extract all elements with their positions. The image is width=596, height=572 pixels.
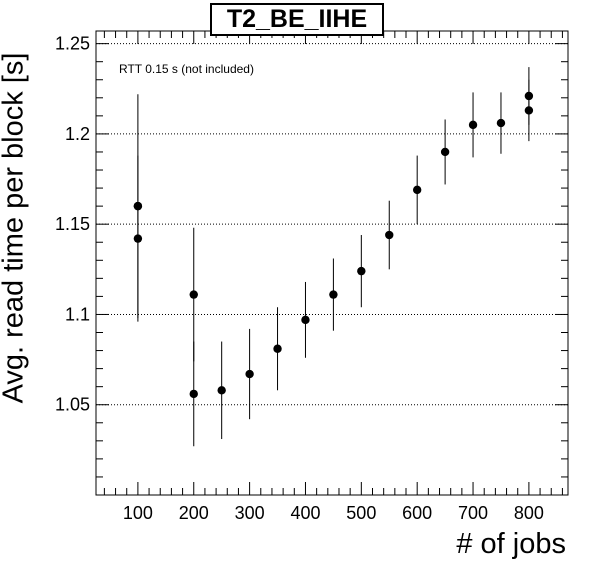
data-point <box>440 147 450 157</box>
x-tick-label: 300 <box>235 503 265 523</box>
y-tick-label: 1.2 <box>65 124 90 144</box>
data-point <box>524 106 534 115</box>
data-point <box>496 118 506 128</box>
data-point <box>273 344 282 353</box>
y-tick-label: 1.1 <box>65 304 90 324</box>
x-tick-label: 700 <box>458 503 488 523</box>
data-point <box>524 91 534 101</box>
y-tick-label: 1.15 <box>55 214 90 234</box>
x-tick-label: 600 <box>402 503 432 523</box>
x-tick-label: 100 <box>123 503 153 523</box>
x-axis-label: # of jobs <box>456 528 566 560</box>
data-point <box>385 230 394 240</box>
x-tick-label: 200 <box>179 503 209 523</box>
data-point <box>245 369 254 379</box>
data-point <box>468 120 478 130</box>
chart-title: T2_BE_IIHE <box>210 3 384 36</box>
plot-frame <box>95 30 569 496</box>
grid-lines <box>96 43 568 406</box>
data-point <box>133 234 143 243</box>
axis-tick-labels: 100 200 300 400 500 600 700 800 1.05 1.1 1.15 1.2 1.… <box>55 34 544 523</box>
y-axis-label: Avg. read time per block [s] <box>0 52 30 404</box>
rtt-annotation: RTT 0.15 s (not included) <box>119 62 254 76</box>
x-tick-label: 800 <box>514 503 544 523</box>
axis-ticks <box>96 31 568 495</box>
data-points <box>133 91 534 399</box>
data-point <box>133 201 143 211</box>
data-point <box>329 290 338 299</box>
data-point <box>357 266 366 276</box>
data-point <box>189 389 198 399</box>
x-tick-label: 400 <box>290 503 320 523</box>
x-tick-label: 500 <box>346 503 376 523</box>
y-tick-label: 1.25 <box>55 34 90 54</box>
data-point <box>217 386 226 395</box>
data-point <box>189 290 198 299</box>
y-tick-label: 1.05 <box>55 395 90 415</box>
data-point <box>301 315 310 325</box>
data-point <box>412 185 422 195</box>
